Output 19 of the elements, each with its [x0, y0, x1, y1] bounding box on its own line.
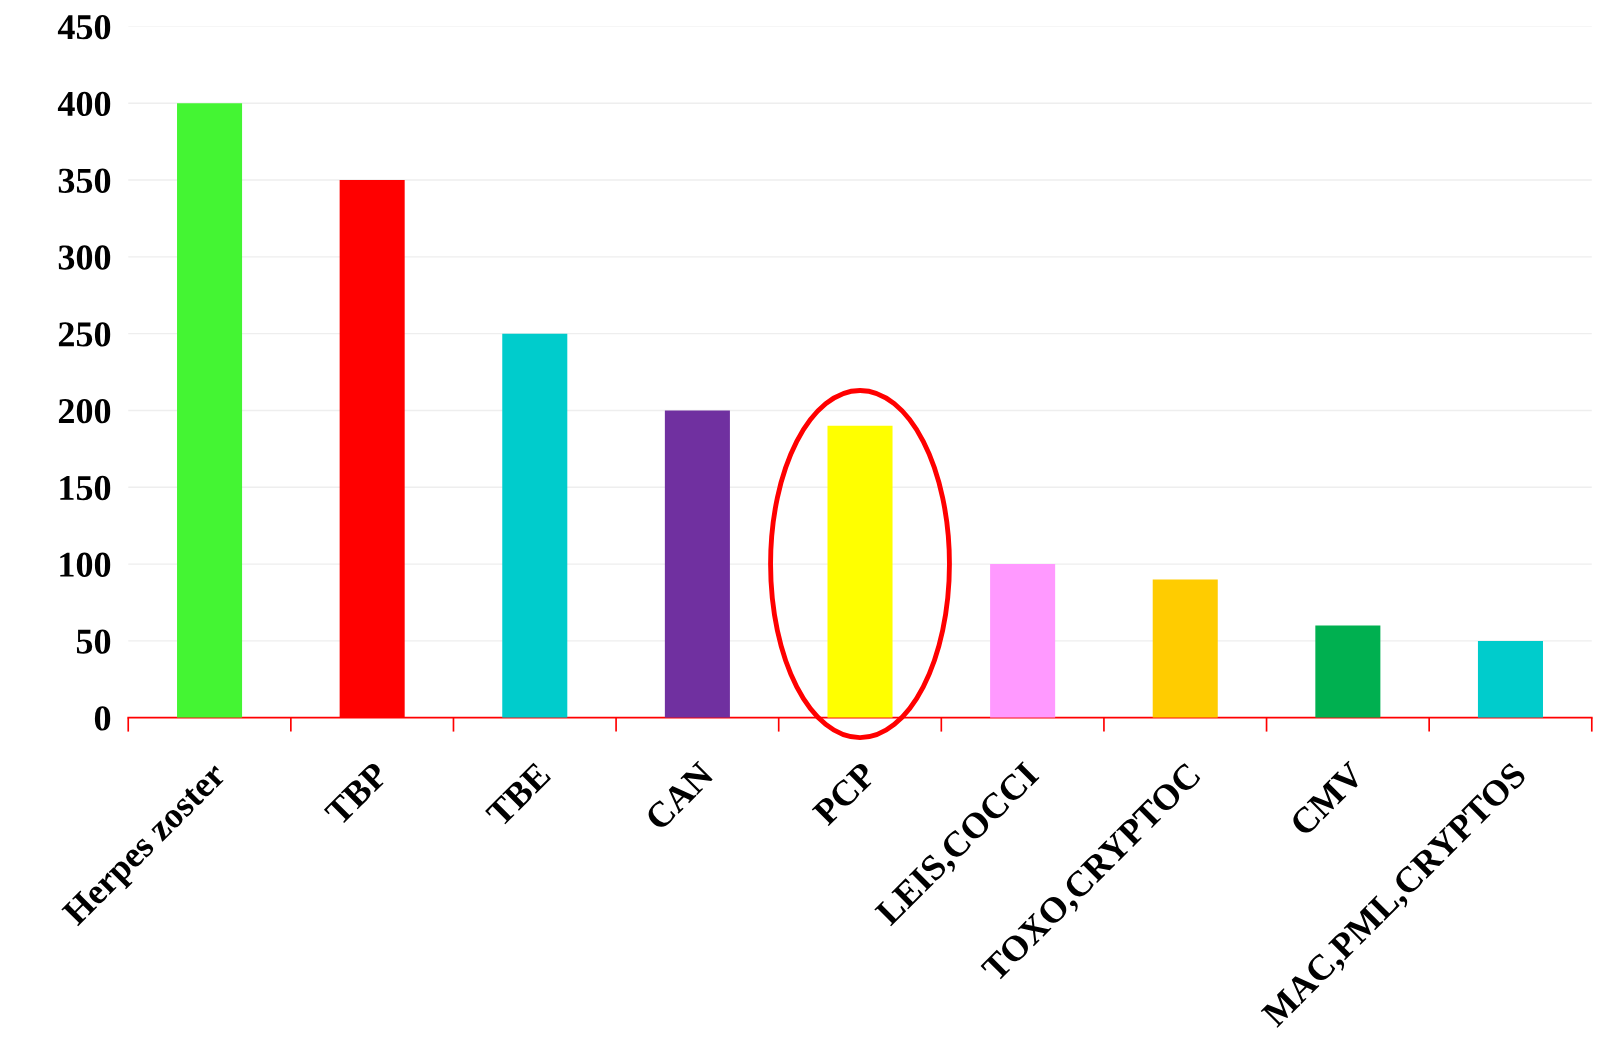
y-tick-label: 100 [60, 552, 111, 577]
y-tick-label: 50 [76, 629, 111, 654]
y-tick-label: 400 [57, 91, 111, 117]
bar [177, 103, 243, 718]
y-tick-label: 200 [58, 398, 111, 424]
y-tick-label: 300 [58, 245, 111, 270]
bar [990, 564, 1056, 718]
y-tick-label: 350 [58, 168, 111, 193]
bar [1152, 579, 1218, 718]
x-tick-label: TBE [485, 761, 552, 828]
bar [502, 333, 568, 718]
y-tick-label: 250 [58, 322, 111, 347]
x-tick-label: TBP [323, 761, 390, 827]
y-tick-label: 150 [60, 475, 111, 501]
bar [1315, 625, 1381, 718]
y-tick-label: 450 [57, 14, 111, 40]
bar [1477, 640, 1543, 718]
bar [664, 410, 730, 718]
y-tick-label: 0 [94, 706, 111, 731]
